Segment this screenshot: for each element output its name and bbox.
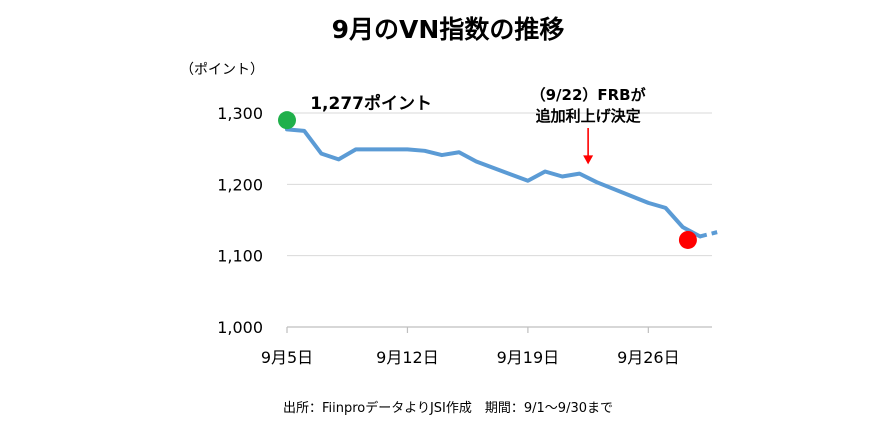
x-tick-label: 9月12日 bbox=[376, 348, 439, 367]
x-tick-label: 9月26日 bbox=[617, 348, 680, 367]
y-tick-label: 1,000 bbox=[217, 318, 263, 337]
series-line bbox=[285, 127, 702, 239]
y-tick-label: 1,200 bbox=[217, 175, 263, 194]
axes: 1,000 1,100 1,200 1,300 9月5日 9月12日 9月19日 9月26日 bbox=[217, 104, 712, 367]
y-unit-label: （ポイント） bbox=[180, 62, 264, 78]
annotation-label: 1,277ポイント bbox=[310, 93, 432, 114]
marker-point bbox=[278, 111, 296, 130]
y-tick-label: 1,300 bbox=[217, 104, 263, 123]
x-tick-label: 9月5日 bbox=[261, 348, 313, 367]
series bbox=[285, 127, 718, 239]
annotation-arrowhead bbox=[583, 155, 594, 165]
marker-point bbox=[678, 230, 697, 249]
y-tick-label: 1,100 bbox=[217, 247, 263, 266]
source-note: 出所：FiinproデータよりJSI作成 期間：9/1～9/30まで bbox=[282, 401, 614, 416]
grid-lines bbox=[287, 112, 712, 257]
x-tick-label: 9月19日 bbox=[497, 348, 560, 367]
chart-title: 9月のVN指数の推移 bbox=[331, 15, 565, 44]
annotation-label: 追加利上げ決定 bbox=[536, 107, 641, 125]
annotation-label: （9/22）FRBが bbox=[531, 86, 647, 104]
markers bbox=[278, 111, 697, 249]
series-line-dashed bbox=[699, 230, 718, 239]
